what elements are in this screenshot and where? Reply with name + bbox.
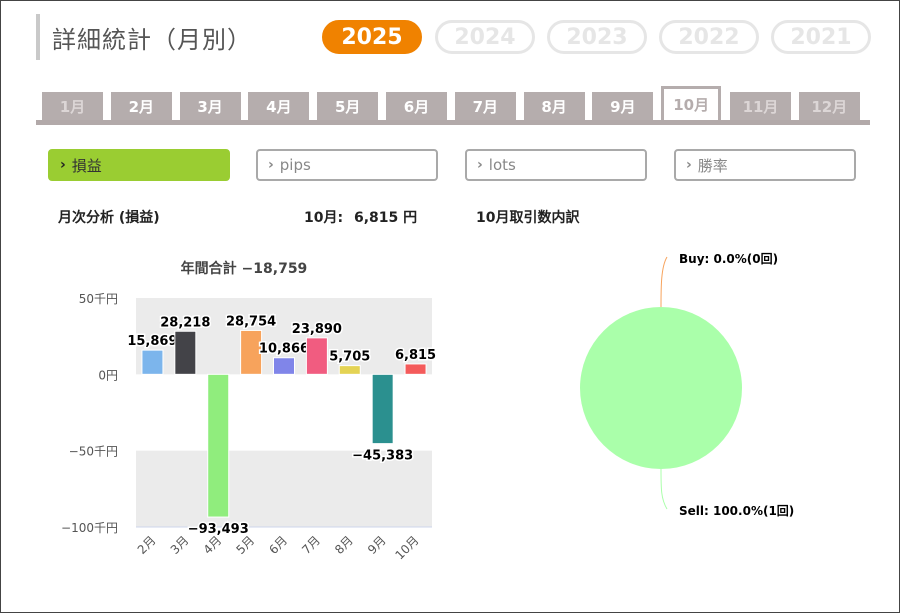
y-tick-label: 0円	[98, 368, 118, 382]
data-label: 10,866	[259, 342, 309, 357]
bar-3月	[174, 330, 197, 375]
sell-label-connector	[660, 468, 668, 510]
metric-tab-2[interactable]: › pips	[256, 149, 438, 181]
month-tab-3[interactable]: 3月	[179, 92, 241, 120]
year-pill-2021[interactable]: 2021	[771, 20, 871, 54]
month-tab-2[interactable]: 2月	[110, 92, 172, 120]
x-tick-label: 10月	[392, 533, 421, 562]
month-tab-6[interactable]: 6月	[386, 92, 447, 120]
month-tab-5[interactable]: 5月	[317, 92, 379, 120]
chevron-right-icon: ›	[477, 157, 483, 173]
buy-label-connector	[660, 256, 668, 308]
metric-tab-label: 勝率	[697, 156, 728, 175]
chevron-right-icon: ›	[686, 157, 692, 173]
data-label: 28,754	[226, 314, 276, 329]
y-tick-label: 50千円	[79, 292, 118, 306]
year-pill-2023[interactable]: 2023	[547, 20, 647, 54]
bar-2月	[141, 349, 164, 375]
chart-title: 年間合計 −18,759	[181, 260, 308, 277]
y-tick-label: −100千円	[61, 521, 118, 535]
chevron-right-icon: ›	[268, 157, 274, 173]
month-tab-11[interactable]: 11月	[730, 92, 791, 120]
bar-4月	[207, 373, 230, 518]
x-tick-label: 7月	[299, 533, 323, 557]
month-tab-9[interactable]: 9月	[592, 92, 654, 120]
month-tab-7[interactable]: 7月	[454, 92, 516, 120]
title-accent-bar	[36, 14, 40, 60]
chevron-right-icon: ›	[60, 157, 66, 173]
trade-breakdown-pie-chart: Buy: 0.0%(0回) Sell: 100.0%(1回)	[580, 252, 794, 518]
plot-band-lower	[136, 450, 432, 527]
bar-8月	[338, 365, 361, 375]
data-label: 23,890	[292, 322, 342, 337]
monthly-analysis-title: 月次分析 (損益)	[58, 210, 160, 226]
month-tab-underline	[36, 120, 870, 125]
data-label: 6,815	[395, 348, 436, 363]
sell-slice-label: Sell: 100.0%(1回)	[679, 504, 794, 518]
bar-10月	[404, 363, 427, 375]
buy-slice-label: Buy: 0.0%(0回)	[679, 252, 778, 266]
month-tab-8[interactable]: 8月	[523, 92, 585, 120]
y-tick-label: −50千円	[69, 445, 118, 459]
bar-9月	[371, 373, 394, 445]
current-month-label: 10月:	[304, 210, 344, 226]
metric-tab-label: lots	[488, 156, 516, 174]
page-title: 詳細統計（月別）	[52, 26, 252, 54]
month-tab-10[interactable]: 10月	[661, 86, 722, 120]
x-tick-label: 9月	[365, 533, 389, 557]
data-label: 28,218	[160, 315, 210, 330]
x-tick-label: 6月	[266, 533, 290, 557]
breakdown-title: 10月取引数内訳	[476, 210, 580, 226]
bar-6月	[273, 357, 295, 375]
monthly-pl-bar-chart: 年間合計 −18,759 50千円 0円 −50千円 −100千円 15,869 2月 28,…	[61, 260, 438, 562]
metric-tab-label: 損益	[71, 156, 102, 175]
current-month-summary: 10月: 6,815 円	[304, 207, 417, 227]
metric-tab-label: pips	[279, 156, 311, 174]
metric-tab-1[interactable]: › 損益	[48, 149, 230, 181]
data-label: 15,869	[127, 334, 177, 349]
pie-slice-sell	[580, 307, 742, 469]
bar-5月	[240, 329, 263, 375]
year-pill-2022[interactable]: 2022	[659, 20, 759, 54]
month-tab-1[interactable]: 1月	[42, 92, 103, 120]
bar-7月	[305, 337, 328, 375]
month-tab-4[interactable]: 4月	[248, 92, 310, 120]
month-tab-12[interactable]: 12月	[798, 92, 860, 120]
metric-tab-3[interactable]: › lots	[465, 149, 647, 181]
current-month-value: 6,815 円	[353, 210, 418, 226]
year-pill-2025[interactable]: 2025	[322, 20, 422, 54]
year-pill-2024[interactable]: 2024	[435, 20, 535, 54]
data-label: −45,383	[352, 449, 413, 464]
data-label: −93,493	[188, 522, 249, 537]
x-tick-label: 8月	[332, 533, 356, 557]
x-tick-label: 2月	[135, 533, 159, 557]
metric-tab-4[interactable]: › 勝率	[674, 149, 856, 181]
data-label: 5,705	[329, 350, 370, 365]
